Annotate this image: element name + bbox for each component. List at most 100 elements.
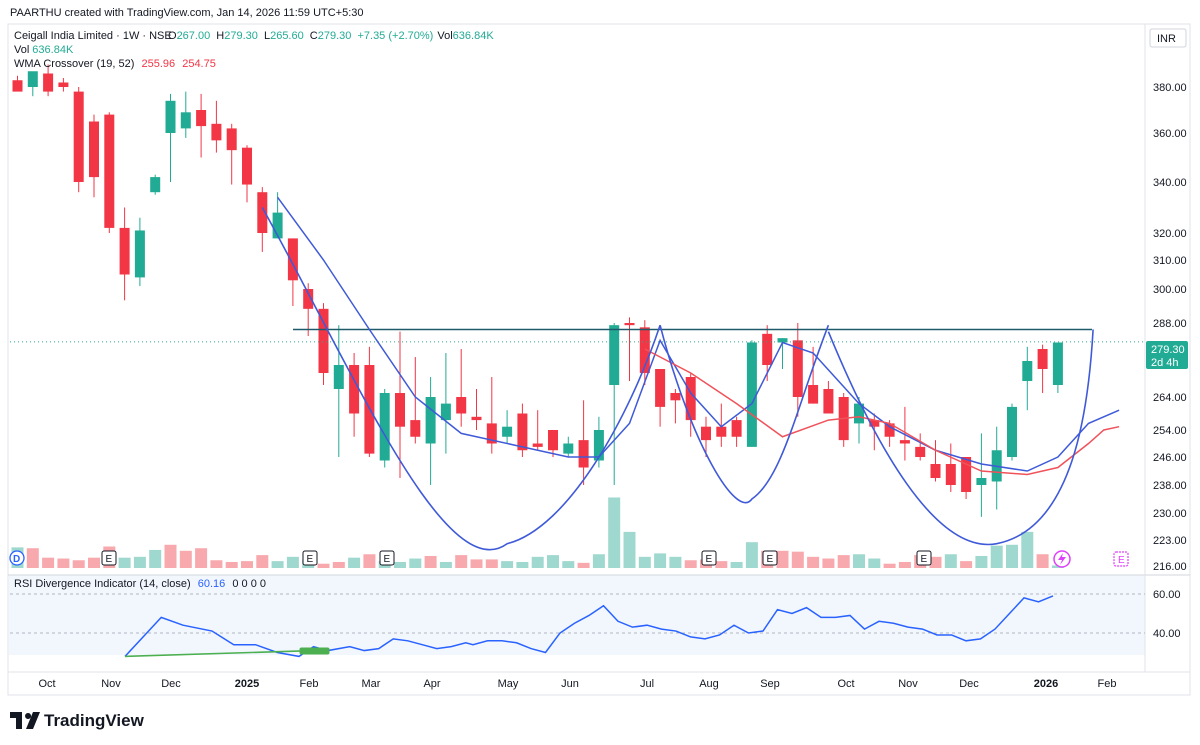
volume-bar — [669, 556, 682, 568]
volume-bar — [745, 542, 758, 568]
candle-body — [456, 397, 467, 414]
time-tick-label: Jun — [561, 678, 579, 690]
price-tick-label: 300.00 — [1153, 284, 1187, 296]
earnings-marker-label: E — [307, 554, 314, 565]
volume-bar — [654, 553, 667, 568]
volume-bar — [133, 556, 146, 568]
future-earnings-marker-icon[interactable] — [1113, 551, 1129, 567]
volume-bar — [960, 561, 973, 568]
candle-body — [180, 112, 191, 129]
volume-bar — [332, 561, 345, 568]
price-tick-label: 216.00 — [1153, 561, 1187, 573]
rsi-tick-label: 60.00 — [1153, 589, 1181, 601]
price-tick-label: 360.00 — [1153, 128, 1187, 140]
currency-button[interactable] — [1149, 28, 1187, 48]
rsi-pane — [10, 593, 1145, 658]
candle-body — [1022, 361, 1033, 381]
candle-body — [884, 423, 895, 437]
candle-body — [242, 147, 252, 185]
last-price-value: 279.30 — [1151, 344, 1185, 356]
candle-body — [823, 389, 834, 414]
candle-body — [930, 464, 941, 478]
candle-body — [869, 420, 880, 427]
price-tick-label: 340.00 — [1153, 177, 1187, 189]
volume-bar — [623, 531, 636, 568]
overlays — [10, 196, 1145, 551]
candle-body — [440, 403, 451, 421]
volume-bar — [531, 556, 544, 568]
axes: 380.00 360.00 340.00 320.00 310.00 300.00 288.… — [38, 82, 1186, 690]
volume-bar — [88, 557, 100, 568]
volume-bar — [1006, 544, 1018, 568]
volume-bar — [409, 558, 422, 568]
time-tick-label: Feb — [300, 678, 319, 690]
volume-bar — [42, 557, 55, 568]
candle-body — [563, 443, 574, 454]
candle-body — [471, 416, 482, 421]
legend-symbol[interactable]: Ceigall India Limited · 1W · NSE — [14, 30, 172, 42]
volume-bar — [883, 563, 896, 568]
volume-bar — [608, 497, 621, 568]
candle-body — [89, 121, 99, 178]
volume-bar — [195, 548, 208, 568]
time-tick-label: Mar — [362, 678, 381, 690]
volume-bar — [118, 557, 131, 568]
last-price-time-left: 2d 4h — [1151, 357, 1179, 369]
candle-body — [532, 443, 543, 447]
volume-bar — [684, 560, 697, 568]
volume-bar — [1036, 554, 1049, 568]
candle-body — [12, 80, 23, 92]
candle-body — [762, 333, 773, 365]
candle-body — [915, 446, 926, 457]
candle-body — [777, 338, 788, 343]
time-tick-label: Jul — [640, 678, 654, 690]
volume-bar — [1021, 531, 1034, 568]
earnings-marker-icon — [762, 550, 778, 566]
volume-bar — [271, 561, 284, 568]
candle-body — [548, 430, 558, 451]
volume-bar — [179, 550, 192, 568]
rsi-divergence-line — [124, 649, 314, 658]
candle-body — [517, 413, 528, 451]
time-tick-label: May — [498, 678, 519, 690]
earnings-marker-icon — [701, 550, 717, 566]
volume-bar — [455, 555, 468, 568]
price-tick-label: 320.00 — [1153, 228, 1187, 240]
volume-bar — [868, 558, 881, 568]
candle-body — [670, 393, 681, 401]
candle-body — [624, 323, 635, 326]
cup-middle-curve — [659, 324, 830, 504]
candle-body — [945, 464, 956, 485]
dividend-marker-icon[interactable] — [9, 550, 25, 566]
candle-body — [731, 420, 742, 437]
earnings-marker-label: E — [706, 554, 713, 565]
last-price-tag — [1146, 341, 1188, 369]
earnings-marker-label: E — [106, 554, 113, 565]
candle-body — [609, 325, 620, 385]
volume-bar — [210, 560, 223, 568]
candle-body — [578, 440, 589, 468]
volume-bar — [547, 555, 559, 568]
price-tick-label: 264.00 — [1153, 392, 1187, 404]
legend-rsi[interactable]: RSI Divergence Indicator (14, close) 60.… — [14, 578, 266, 590]
currency-label: INR — [1157, 33, 1176, 45]
candle-body — [854, 403, 864, 424]
time-tick-label: Sep — [760, 678, 780, 690]
volume-bar — [837, 555, 850, 568]
tradingview-logo[interactable]: TradingView — [10, 711, 145, 730]
legend-ohlc: O267.00 H279.30 L265.60 C279.30 +7.35 (+… — [168, 30, 494, 42]
volume-bars — [11, 497, 1064, 568]
candle-body — [58, 82, 69, 87]
rsi-panel-bg — [9, 575, 1145, 655]
volume-bar — [577, 562, 590, 568]
candle-body — [1052, 342, 1063, 385]
candle-body — [639, 327, 650, 373]
time-tick-label: 2026 — [1034, 678, 1058, 690]
legend-wma[interactable]: WMA Crossover (19, 52) 255.96 254.75 — [14, 58, 216, 70]
time-tick-label: Oct — [38, 678, 55, 690]
candle-body — [318, 308, 329, 373]
candle-body — [349, 365, 360, 414]
time-tick-label: Dec — [959, 678, 979, 690]
